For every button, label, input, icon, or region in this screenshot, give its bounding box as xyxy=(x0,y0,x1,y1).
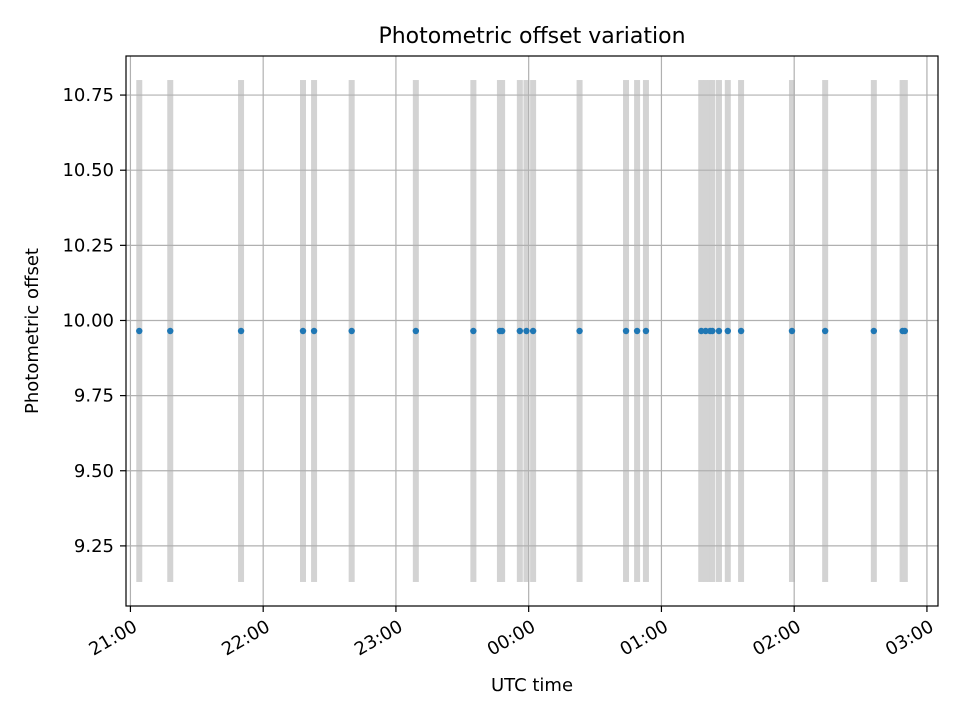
data-point xyxy=(633,327,641,335)
data-point xyxy=(901,327,909,335)
data-point xyxy=(737,327,745,335)
data-point xyxy=(310,327,318,335)
data-point xyxy=(529,327,537,335)
data-point xyxy=(299,327,307,335)
data-point xyxy=(348,327,355,335)
data-points xyxy=(136,327,909,335)
data-point xyxy=(870,327,878,335)
data-point xyxy=(622,327,630,335)
y-tick-label: 10.25 xyxy=(62,235,114,256)
data-point xyxy=(709,327,716,335)
plot-frame xyxy=(125,55,939,607)
data-point xyxy=(136,327,143,335)
data-point xyxy=(642,327,650,335)
y-tick-label: 9.50 xyxy=(74,461,114,482)
data-point xyxy=(237,327,245,335)
data-point xyxy=(788,327,796,335)
data-point xyxy=(523,327,530,335)
data-point xyxy=(724,327,732,335)
data-point xyxy=(702,327,709,335)
data-point xyxy=(412,327,420,335)
chart-title: Photometric offset variation xyxy=(378,24,685,49)
y-tick-label: 10.75 xyxy=(62,85,114,106)
x-axis-label: UTC time xyxy=(491,675,573,696)
y-tick-label: 10.50 xyxy=(62,160,114,181)
grid-lines xyxy=(126,56,938,606)
data-point xyxy=(821,327,829,335)
y-axis-label: Photometric offset xyxy=(22,248,43,414)
y-tick-label: 10.00 xyxy=(62,310,114,331)
y-axis-ticks: 9.25 9.50 9.75 10.00 10.25 10.50 10.75 xyxy=(62,85,126,557)
data-point xyxy=(698,327,705,335)
data-point xyxy=(715,327,723,335)
data-point xyxy=(167,327,174,335)
data-point xyxy=(470,327,477,335)
y-tick-label: 9.25 xyxy=(74,536,114,557)
y-tick-label: 9.75 xyxy=(74,386,114,407)
data-point xyxy=(498,327,506,335)
data-point xyxy=(576,327,583,335)
data-point xyxy=(516,327,524,335)
